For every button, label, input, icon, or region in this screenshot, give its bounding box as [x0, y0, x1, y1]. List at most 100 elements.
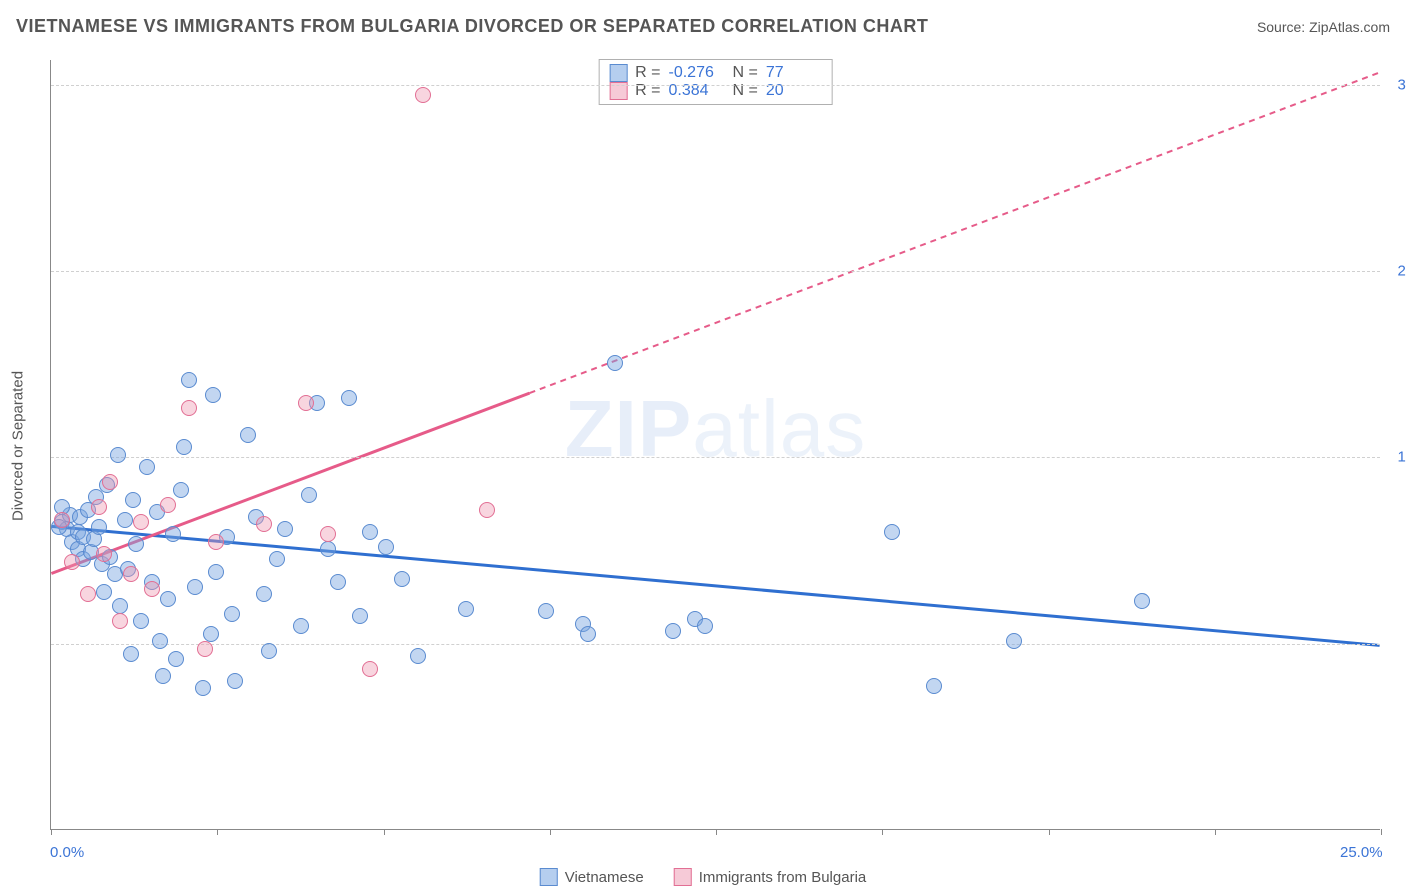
x-tick-mark: [1381, 829, 1382, 835]
data-point-vietnamese: [123, 646, 139, 662]
data-point-vietnamese: [1134, 593, 1150, 609]
y-tick-label: 22.5%: [1385, 263, 1406, 280]
data-point-vietnamese: [110, 447, 126, 463]
watermark-suffix: atlas: [692, 384, 866, 473]
data-point-bulgaria: [197, 641, 213, 657]
data-point-vietnamese: [352, 608, 368, 624]
data-point-vietnamese: [168, 651, 184, 667]
x-tick-mark: [550, 829, 551, 835]
data-point-vietnamese: [187, 579, 203, 595]
x-tick-mark: [217, 829, 218, 835]
data-point-vietnamese: [330, 574, 346, 590]
swatch-blue: [609, 64, 627, 82]
data-point-vietnamese: [152, 633, 168, 649]
data-point-vietnamese: [117, 512, 133, 528]
data-point-bulgaria: [181, 400, 197, 416]
data-point-bulgaria: [80, 586, 96, 602]
gridline-h: [51, 271, 1380, 272]
gridline-h: [51, 457, 1380, 458]
data-point-vietnamese: [176, 439, 192, 455]
data-point-bulgaria: [362, 661, 378, 677]
data-point-vietnamese: [394, 571, 410, 587]
r-value: -0.276: [669, 64, 725, 82]
data-point-vietnamese: [203, 626, 219, 642]
data-point-bulgaria: [415, 87, 431, 103]
data-point-vietnamese: [155, 668, 171, 684]
x-tick-label: 0.0%: [50, 844, 84, 861]
data-point-bulgaria: [256, 516, 272, 532]
data-point-vietnamese: [261, 643, 277, 659]
data-point-vietnamese: [538, 603, 554, 619]
data-point-vietnamese: [139, 459, 155, 475]
source-link[interactable]: ZipAtlas.com: [1309, 19, 1390, 35]
swatch-pink: [674, 868, 692, 886]
data-point-bulgaria: [320, 526, 336, 542]
data-point-bulgaria: [91, 499, 107, 515]
data-point-bulgaria: [298, 395, 314, 411]
r-label: R =: [635, 64, 660, 82]
data-point-vietnamese: [665, 623, 681, 639]
data-point-bulgaria: [144, 581, 160, 597]
data-point-vietnamese: [173, 482, 189, 498]
x-tick-mark: [384, 829, 385, 835]
data-point-bulgaria: [479, 502, 495, 518]
data-point-vietnamese: [91, 519, 107, 535]
swatch-blue: [540, 868, 558, 886]
data-point-vietnamese: [1006, 633, 1022, 649]
data-point-bulgaria: [133, 514, 149, 530]
data-point-bulgaria: [123, 566, 139, 582]
legend-item: Immigrants from Bulgaria: [674, 868, 867, 886]
data-point-vietnamese: [458, 601, 474, 617]
data-point-vietnamese: [378, 539, 394, 555]
data-point-vietnamese: [320, 541, 336, 557]
chart-title: VIETNAMESE VS IMMIGRANTS FROM BULGARIA D…: [16, 16, 928, 37]
legend-label: Immigrants from Bulgaria: [699, 869, 867, 886]
data-point-vietnamese: [926, 678, 942, 694]
data-point-vietnamese: [208, 564, 224, 580]
source-label: Source:: [1257, 19, 1305, 35]
y-tick-label: 15.0%: [1385, 449, 1406, 466]
data-point-vietnamese: [224, 606, 240, 622]
data-point-bulgaria: [64, 554, 80, 570]
data-point-vietnamese: [293, 618, 309, 634]
data-point-vietnamese: [128, 536, 144, 552]
x-tick-mark: [1215, 829, 1216, 835]
data-point-bulgaria: [160, 497, 176, 513]
trend-lines-layer: [51, 60, 1380, 829]
data-point-vietnamese: [580, 626, 596, 642]
data-point-vietnamese: [96, 584, 112, 600]
data-point-vietnamese: [227, 673, 243, 689]
y-tick-label: 7.5%: [1385, 635, 1406, 652]
data-point-vietnamese: [165, 526, 181, 542]
data-point-vietnamese: [410, 648, 426, 664]
gridline-h: [51, 85, 1380, 86]
data-point-bulgaria: [96, 546, 112, 562]
y-axis-label: Divorced or Separated: [10, 371, 27, 521]
plot-area: ZIPatlas R = -0.276 N = 77 R = 0.384 N =…: [50, 60, 1380, 830]
data-point-vietnamese: [362, 524, 378, 540]
legend-series: Vietnamese Immigrants from Bulgaria: [540, 868, 867, 886]
data-point-bulgaria: [208, 534, 224, 550]
legend-stats: R = -0.276 N = 77 R = 0.384 N = 20: [598, 59, 833, 105]
data-point-vietnamese: [301, 487, 317, 503]
legend-item: Vietnamese: [540, 868, 644, 886]
data-point-vietnamese: [256, 586, 272, 602]
n-label: N =: [733, 64, 758, 82]
data-point-vietnamese: [277, 521, 293, 537]
data-point-vietnamese: [697, 618, 713, 634]
x-tick-mark: [1049, 829, 1050, 835]
legend-stats-row: R = -0.276 N = 77: [609, 64, 822, 82]
data-point-vietnamese: [125, 492, 141, 508]
chart-container: VIETNAMESE VS IMMIGRANTS FROM BULGARIA D…: [0, 0, 1406, 892]
x-tick-mark: [716, 829, 717, 835]
x-tick-mark: [882, 829, 883, 835]
data-point-vietnamese: [240, 427, 256, 443]
y-tick-label: 30.0%: [1385, 76, 1406, 93]
data-point-vietnamese: [884, 524, 900, 540]
data-point-bulgaria: [102, 474, 118, 490]
legend-label: Vietnamese: [565, 869, 644, 886]
x-tick-mark: [51, 829, 52, 835]
data-point-bulgaria: [54, 512, 70, 528]
x-tick-label: 25.0%: [1340, 844, 1383, 861]
watermark: ZIPatlas: [565, 383, 866, 475]
